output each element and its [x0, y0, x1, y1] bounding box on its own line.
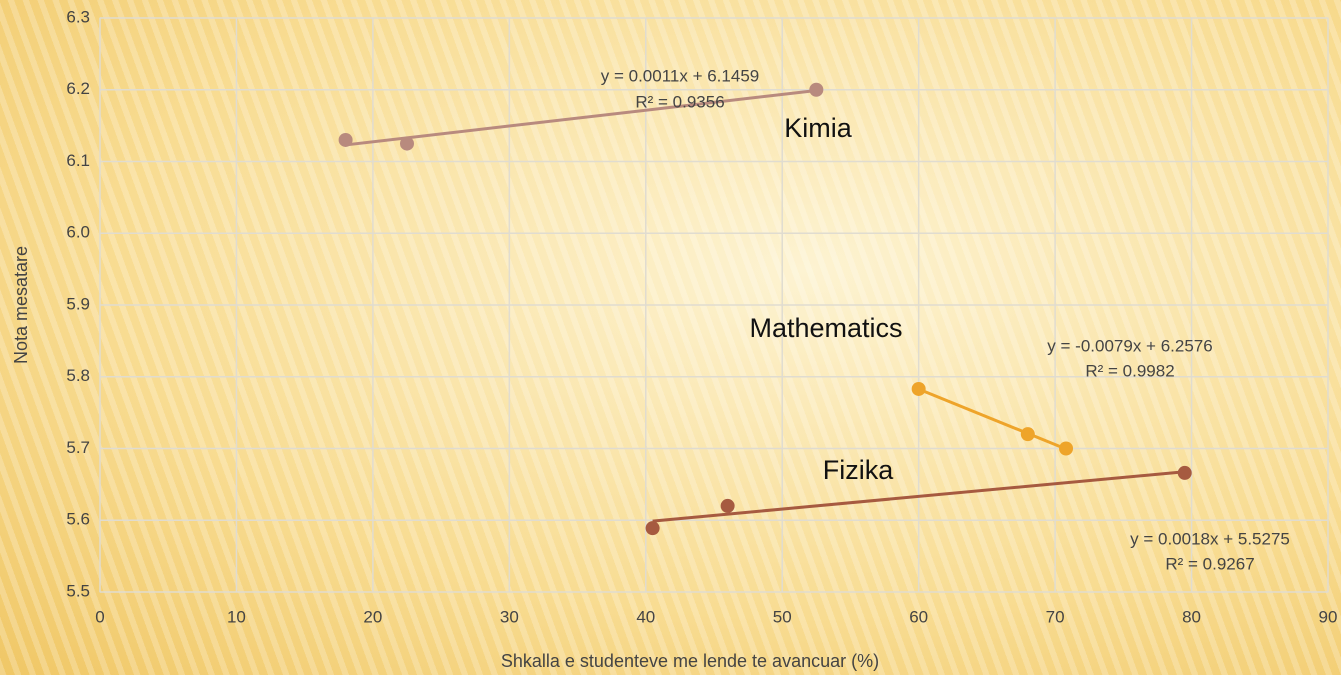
trendline: [652, 470, 1185, 523]
y-tick-label: 6.1: [66, 151, 90, 170]
x-tick-label: 50: [773, 607, 792, 626]
y-tick-label: 5.9: [66, 294, 90, 313]
y-tick-label: 5.5: [66, 581, 90, 600]
y-tick-label: 5.6: [66, 510, 90, 529]
trend-equation: y = 0.0011x + 6.1459: [601, 66, 759, 85]
point: [1020, 427, 1035, 442]
x-axis-label: Shkalla e studenteve me lende te avancua…: [501, 651, 879, 671]
point: [338, 132, 353, 147]
x-tick-label: 0: [95, 607, 104, 626]
y-tick-label: 5.8: [66, 366, 90, 385]
x-tick-label: 60: [909, 607, 928, 626]
y-tick-label: 6.2: [66, 79, 90, 98]
trend-equation: y = -0.0079x + 6.2576: [1047, 336, 1212, 355]
point: [911, 381, 926, 396]
trendline: [345, 89, 817, 147]
x-tick-label: 30: [500, 607, 519, 626]
trend-r2: R² = 0.9356: [635, 92, 724, 111]
series-label: Kimia: [784, 113, 852, 143]
x-tick-label: 20: [363, 607, 382, 626]
point: [645, 521, 660, 536]
trend-r2: R² = 0.9267: [1165, 554, 1254, 573]
trendline: [918, 387, 1067, 451]
trend-r2: R² = 0.9982: [1085, 361, 1174, 380]
series-label: Fizika: [823, 455, 894, 485]
point: [1059, 441, 1074, 456]
y-tick-label: 6.0: [66, 223, 90, 242]
x-tick-label: 90: [1319, 607, 1338, 626]
point: [400, 136, 414, 151]
x-tick-label: 70: [1046, 607, 1065, 626]
point: [809, 82, 824, 97]
point: [720, 498, 735, 513]
point: [1177, 465, 1192, 480]
x-tick-label: 80: [1182, 607, 1201, 626]
x-tick-label: 10: [227, 607, 246, 626]
y-tick-label: 5.7: [66, 438, 90, 457]
x-tick-label: 40: [636, 607, 655, 626]
trend-equation: y = 0.0018x + 5.5275: [1130, 529, 1290, 548]
series-label: Mathematics: [749, 313, 902, 343]
y-axis-label: Nota mesatare: [11, 246, 31, 364]
y-tick-label: 6.3: [66, 7, 90, 26]
